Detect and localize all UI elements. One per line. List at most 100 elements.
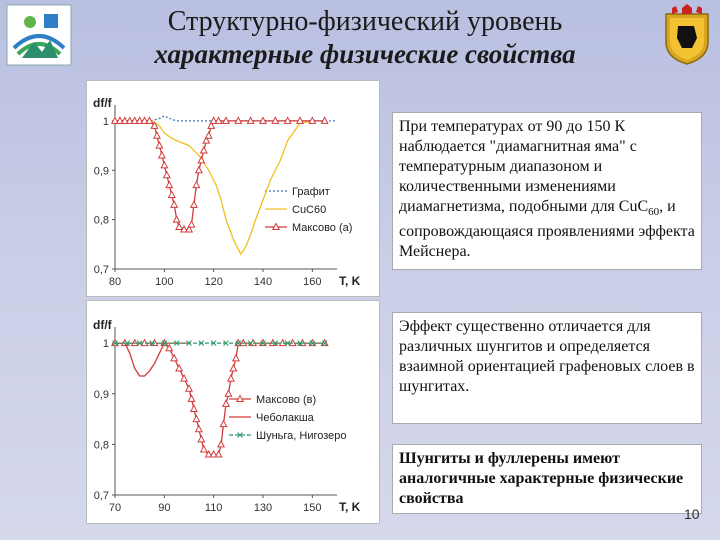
data-point [209, 449, 218, 458]
data-point [198, 340, 205, 346]
legend-label: Максово (а) [292, 222, 352, 234]
legend-marker [271, 222, 281, 230]
data-point [184, 224, 194, 233]
data-point [172, 215, 181, 223]
data-point [157, 150, 166, 159]
legend-label: Графит [292, 186, 330, 198]
data-point [284, 340, 291, 346]
data-point [229, 363, 238, 372]
data-point [320, 116, 329, 124]
data-point [234, 116, 243, 124]
data-point [283, 116, 292, 124]
data-point [189, 200, 198, 208]
slide-title: Структурно-физический уровень характерны… [80, 6, 650, 70]
chart-shungite-samples: 0,7 0,8 0,9 1 70 90 110 130 150 df/f T, K Максово (… [86, 300, 380, 524]
text-block-effect-differs: Эффект существенно отличается для различ… [392, 312, 702, 424]
data-point [199, 145, 208, 154]
karelia-coat-of-arms [662, 4, 712, 66]
data-point [125, 116, 134, 124]
data-point [189, 404, 198, 412]
y-tick-label: 0,7 [94, 490, 109, 502]
data-point [260, 340, 266, 346]
data-point [235, 340, 242, 346]
data-point [175, 363, 184, 372]
y-tick-label: 0,8 [94, 439, 109, 451]
data-point [204, 131, 213, 139]
y-tick-label: 0,9 [94, 389, 109, 401]
data-point [170, 353, 179, 362]
data-point [209, 116, 218, 124]
data-point [221, 116, 231, 124]
data-point [135, 116, 144, 124]
data-point [309, 340, 316, 346]
data-point [199, 444, 208, 453]
x-tick-label: 70 [109, 502, 121, 514]
data-point [110, 116, 120, 124]
data-point [321, 340, 328, 346]
data-point [207, 121, 216, 129]
data-point [194, 165, 203, 174]
x-tick-label: 140 [254, 276, 272, 288]
series-line [115, 342, 189, 377]
x-tick-label: 100 [155, 276, 173, 288]
institute-logo [6, 4, 72, 66]
y-tick-label: 0,8 [94, 215, 109, 227]
y-tick-label: 1 [103, 338, 109, 350]
data-point [187, 394, 196, 402]
data-point [224, 389, 233, 397]
data-point [161, 340, 168, 346]
data-point [221, 399, 231, 407]
data-point [246, 116, 255, 124]
data-point [170, 200, 179, 208]
data-point [155, 141, 164, 149]
data-point [258, 116, 268, 124]
data-point [120, 116, 129, 124]
legend-marker [235, 394, 245, 402]
text1-sub: 60 [648, 206, 660, 219]
data-point [162, 170, 171, 179]
x-tick-label: 160 [303, 276, 321, 288]
data-point [184, 384, 194, 392]
y-tick-label: 0,7 [94, 264, 109, 276]
y-tick-label: 0,9 [94, 165, 109, 177]
data-point [136, 340, 143, 346]
data-point [180, 224, 189, 233]
chart2-svg: 0,7 0,8 0,9 1 70 90 110 130 150 df/f T, K Максово (… [93, 318, 361, 514]
legend-label: CuC60 [292, 204, 326, 216]
data-point [140, 116, 149, 124]
data-point [231, 353, 240, 362]
chart1-svg: 0,7 0,8 0,9 1 80 100 120 140 160 df/f T, K Графит Cu… [93, 96, 361, 288]
data-point [130, 116, 139, 124]
data-point [173, 340, 180, 346]
data-point [226, 373, 235, 382]
data-point [165, 343, 174, 352]
data-point [112, 340, 118, 346]
x-axis-label: T, K [339, 274, 361, 288]
text1-part1: При температурах от 90 до 150 К наблюдае… [399, 118, 638, 215]
data-point [247, 340, 254, 346]
data-point [192, 414, 201, 423]
data-point [150, 121, 159, 129]
slide-number: 10 [684, 506, 700, 522]
legend-marker [237, 432, 243, 438]
x-tick-label: 80 [109, 276, 121, 288]
data-point [217, 439, 226, 448]
data-point [124, 340, 131, 346]
x-axis-label: T, K [339, 500, 361, 514]
chart-graphite-cuc60-maksovo: 0,7 0,8 0,9 1 80 100 120 140 160 df/f T, K Графит Cu… [86, 80, 380, 297]
title-line1: Структурно-физический уровень [167, 6, 563, 37]
data-point [194, 424, 203, 433]
data-point [192, 180, 201, 189]
y-tick-label: 1 [103, 116, 109, 128]
data-point [186, 340, 192, 346]
data-point [160, 160, 169, 169]
text-block-diamagnetic-well: При температурах от 90 до 150 К наблюдае… [392, 112, 702, 270]
text-block-conclusion: Шунгиты и фуллерены имеют аналогичные ха… [392, 444, 702, 514]
data-point [219, 419, 228, 428]
data-point [297, 340, 303, 346]
data-point [187, 219, 196, 228]
data-point [175, 222, 184, 231]
data-point [167, 190, 176, 198]
data-point [145, 116, 154, 124]
legend-label: Чеболакша [256, 412, 315, 424]
